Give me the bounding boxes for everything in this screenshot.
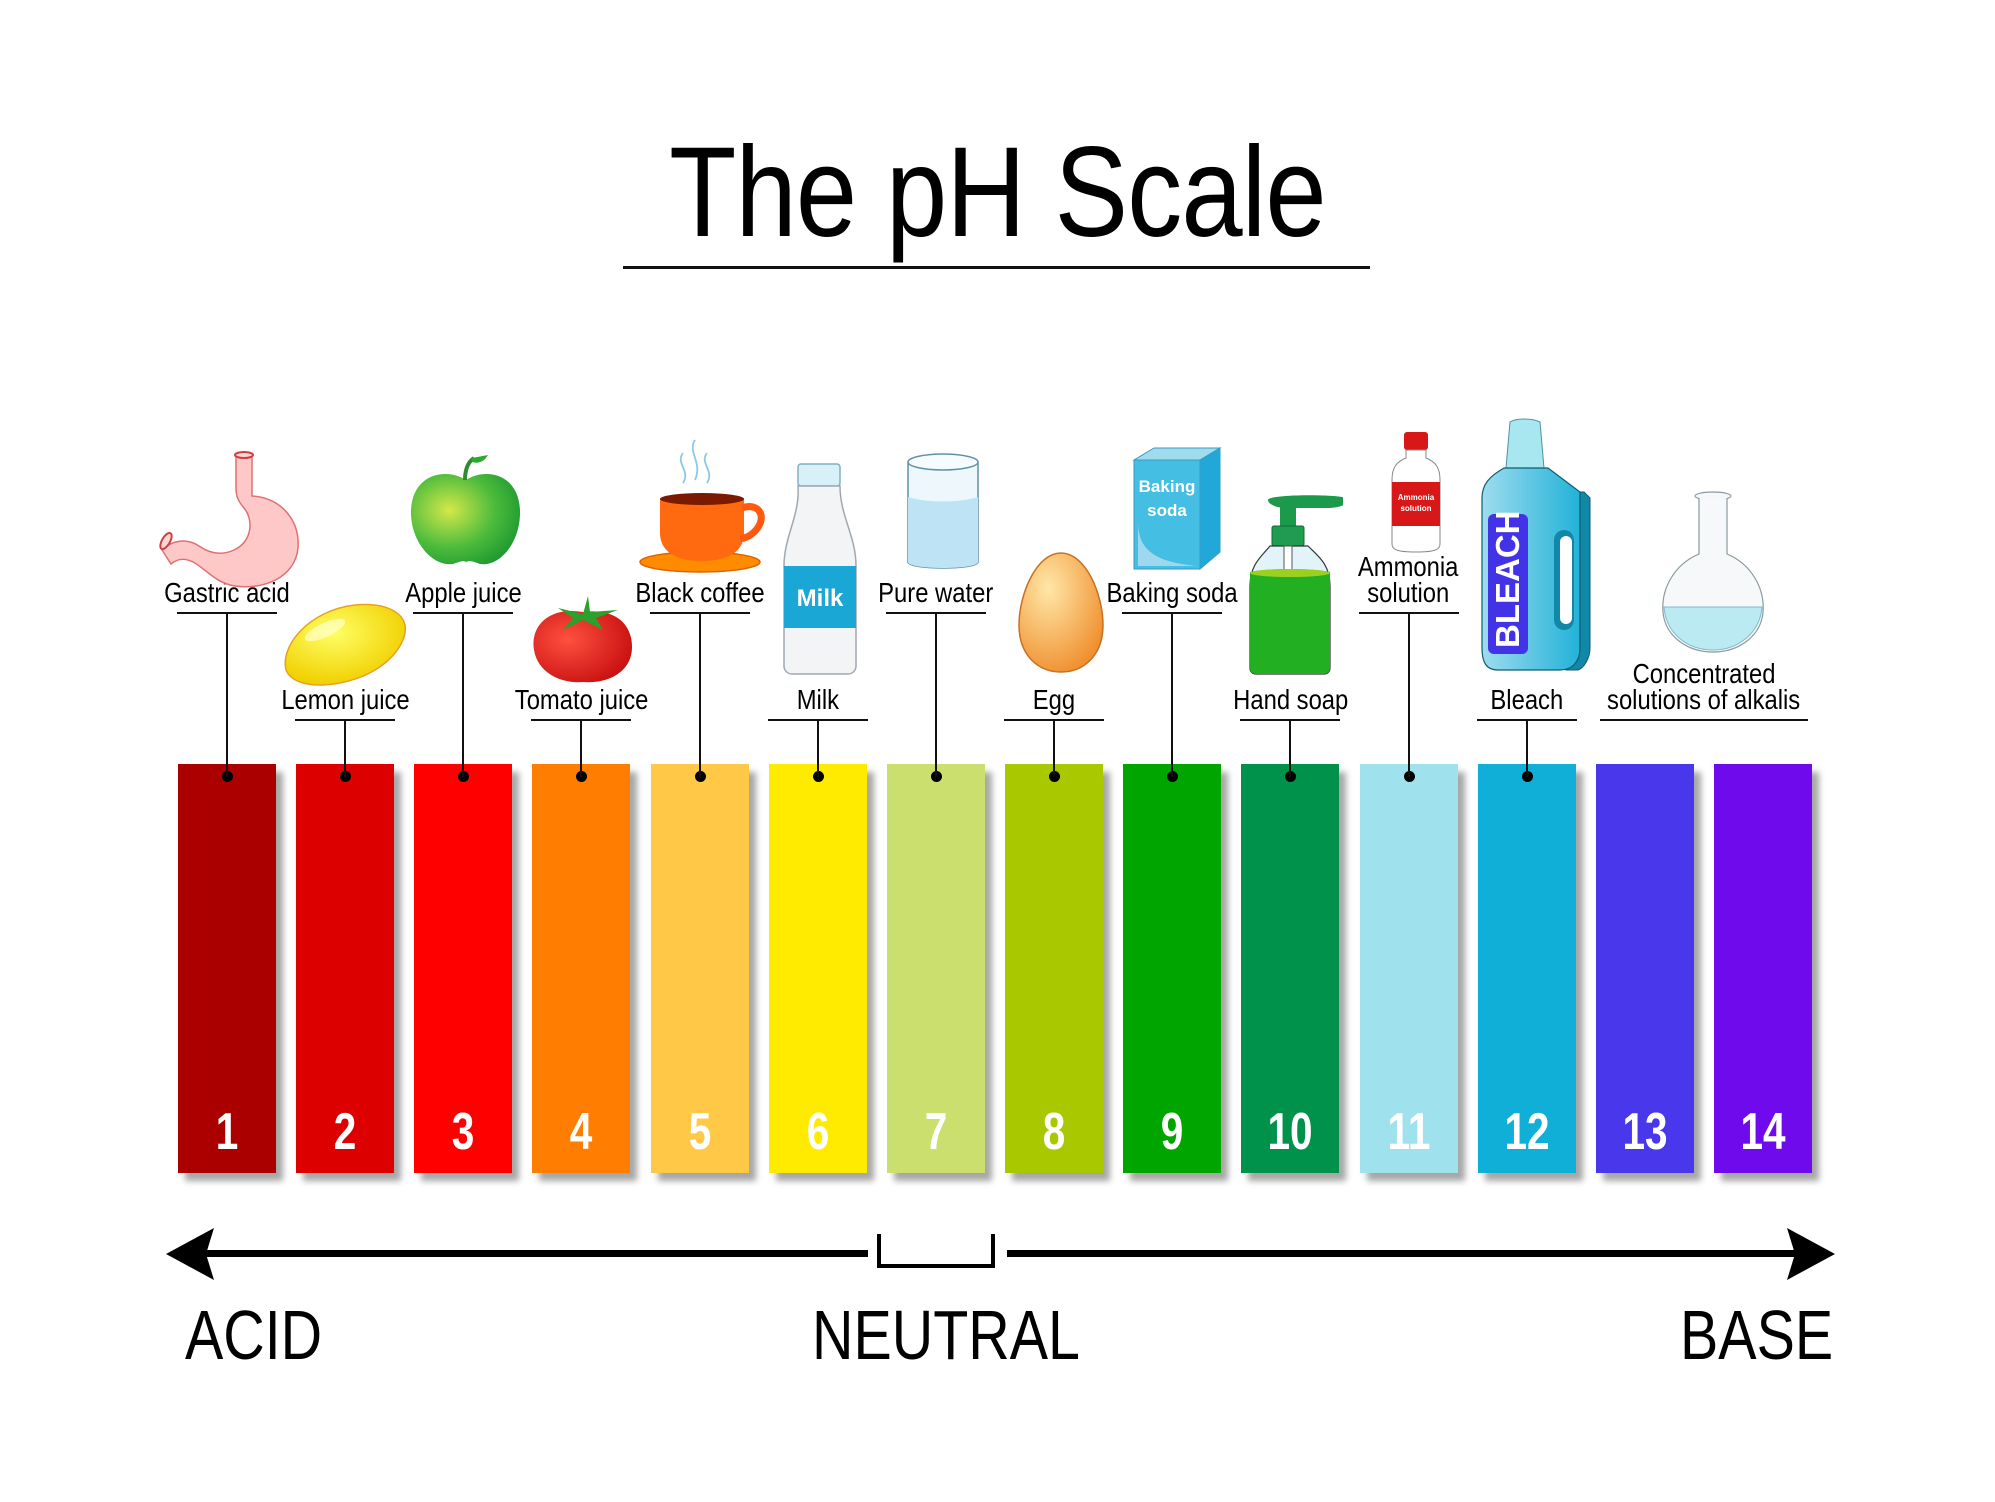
egg-icon	[1018, 552, 1104, 673]
scale-line-acid-side	[200, 1250, 868, 1257]
leader-line	[1407, 612, 1410, 777]
acid-label: ACID	[185, 1296, 323, 1374]
substance-label: Hand soap	[1140, 684, 1440, 715]
neutral-label: NEUTRAL	[812, 1296, 1080, 1374]
scale-line-base-side	[1007, 1250, 1807, 1257]
ph-bar-5: 5	[650, 764, 749, 1173]
milk-label-text: Milk	[797, 585, 844, 612]
ammonia-bottle-text-2: solution	[1400, 504, 1431, 513]
substance-label: Egg	[904, 684, 1204, 715]
substance-label: Pure water	[786, 577, 1086, 608]
label-text: Milk	[796, 684, 839, 715]
scale-arrow-left	[166, 1228, 214, 1280]
coffee-cup-icon	[639, 439, 765, 573]
stomach-icon	[159, 451, 299, 588]
leader-line	[1289, 719, 1292, 777]
tomato-icon	[533, 596, 632, 683]
leader-line	[934, 612, 937, 777]
label-text: Apple juice	[405, 577, 522, 608]
ph-bar-3: 3	[414, 764, 513, 1173]
label-text: Baking soda	[1106, 577, 1238, 608]
substance-label: Bleach	[1377, 684, 1677, 715]
ph-number: 3	[452, 1103, 475, 1161]
leader-line	[580, 719, 583, 777]
label-text: Egg	[1032, 684, 1076, 715]
ph-bar-9: 9	[1123, 764, 1222, 1173]
soap-dispenser-icon	[1249, 495, 1343, 675]
leader-line	[1525, 719, 1528, 777]
label-text: Lemon juice	[280, 684, 410, 715]
page-title: The pH Scale	[669, 121, 1326, 264]
leader-line	[1053, 719, 1056, 777]
ph-bar-11: 11	[1359, 764, 1458, 1173]
ph-bar-13: 13	[1595, 764, 1694, 1173]
ph-number: 7	[924, 1103, 948, 1161]
substance-label: Baking soda	[1022, 577, 1322, 608]
label-text: Black coffee	[634, 577, 765, 608]
lemon-icon	[284, 603, 407, 686]
baking-soda-box-text-1: Baking	[1139, 477, 1196, 496]
ph-bar-14: 14	[1713, 764, 1812, 1173]
ph-number: 10	[1267, 1103, 1313, 1161]
water-glass-icon	[907, 453, 979, 569]
ammonia-bottle-text-1: Ammonia	[1398, 493, 1435, 502]
baking-soda-box-text-2: soda	[1147, 501, 1187, 520]
ph-number: 1	[215, 1103, 239, 1161]
ph-number: 2	[333, 1103, 357, 1161]
label-line-2: solution	[1367, 577, 1450, 608]
substance-label: Concentrated solutions of alkalis	[1554, 658, 1854, 715]
substance-label: Milk	[668, 684, 968, 715]
leader-line	[816, 719, 819, 777]
neutral-bracket	[877, 1234, 995, 1268]
ph-number: 13	[1622, 1103, 1668, 1161]
ph-bar-10: 10	[1241, 764, 1340, 1173]
apple-icon	[410, 455, 521, 565]
ph-bar-7: 7	[886, 764, 985, 1173]
substance-label: Lemon juice	[195, 684, 495, 715]
label-line-1: Ammonia	[1358, 551, 1459, 582]
leader-line	[462, 612, 465, 777]
ammonia-bottle-icon: Ammonia solution	[1391, 432, 1441, 553]
ph-bar-2: 2	[296, 764, 395, 1173]
ph-number: 9	[1160, 1103, 1184, 1161]
scale-arrow-right	[1787, 1228, 1835, 1280]
ph-number: 6	[806, 1103, 830, 1161]
ph-bar-12: 12	[1477, 764, 1576, 1173]
ph-bar-1: 1	[178, 764, 276, 1173]
base-label: BASE	[1680, 1296, 1834, 1374]
ph-bar-6: 6	[768, 764, 867, 1173]
label-text: Bleach	[1490, 684, 1564, 715]
leader-line	[344, 719, 347, 777]
leader-line	[226, 612, 228, 777]
ph-number: 12	[1504, 1103, 1550, 1161]
ph-number: 14	[1740, 1103, 1786, 1161]
substance-label: Black coffee	[550, 577, 850, 608]
label-text: Hand soap	[1232, 684, 1348, 715]
ph-bar-8: 8	[1005, 764, 1104, 1173]
substance-label: Ammonia solution	[1259, 551, 1559, 608]
leader-line	[698, 612, 701, 777]
label-text: Pure water	[878, 577, 994, 608]
ph-number: 5	[688, 1103, 711, 1161]
milk-bottle-icon: Milk	[783, 463, 857, 675]
title-underline	[623, 266, 1370, 269]
label-line-2: solutions of alkalis	[1607, 684, 1801, 715]
label-text: Tomato juice	[514, 684, 649, 715]
flask-icon	[1662, 491, 1764, 653]
baking-soda-box-icon: Baking soda	[1132, 447, 1222, 571]
leader-line	[1171, 612, 1174, 777]
ph-number: 11	[1387, 1103, 1430, 1161]
bleach-label-text: BLEACH	[1489, 511, 1526, 649]
ph-bar-4: 4	[532, 764, 631, 1173]
label-line-1: Concentrated	[1632, 658, 1776, 689]
label-underline	[1600, 719, 1808, 721]
substance-label: Apple juice	[313, 577, 613, 608]
ph-number: 4	[570, 1103, 593, 1161]
substance-label: Tomato juice	[431, 684, 731, 715]
ph-number: 8	[1042, 1103, 1066, 1161]
bleach-bottle-icon: BLEACH	[1481, 418, 1591, 671]
